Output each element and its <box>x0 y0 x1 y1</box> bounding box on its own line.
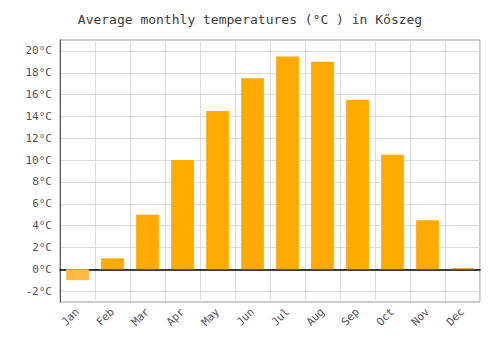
svg-text:4°C: 4°C <box>32 219 52 232</box>
svg-text:6°C: 6°C <box>32 197 52 210</box>
svg-text:18°C: 18°C <box>26 66 53 79</box>
svg-text:Mar: Mar <box>129 305 152 328</box>
svg-text:Dec: Dec <box>444 305 467 328</box>
svg-text:Oct: Oct <box>374 305 397 328</box>
svg-text:16°C: 16°C <box>26 88 53 101</box>
svg-text:Jul: Jul <box>269 305 292 328</box>
svg-text:Feb: Feb <box>94 305 117 328</box>
svg-text:12°C: 12°C <box>26 132 53 145</box>
svg-text:May: May <box>199 305 222 328</box>
svg-text:14°C: 14°C <box>26 110 53 123</box>
svg-text:Sep: Sep <box>339 305 362 328</box>
svg-text:Jun: Jun <box>234 305 257 328</box>
svg-text:8°C: 8°C <box>32 175 52 188</box>
svg-text:Average monthly temperatures (: Average monthly temperatures (°C ) in Kő… <box>78 12 422 27</box>
svg-text:10°C: 10°C <box>26 154 53 167</box>
svg-text:Nov: Nov <box>409 305 432 328</box>
svg-text:2°C: 2°C <box>32 241 52 254</box>
svg-text:Apr: Apr <box>164 305 187 328</box>
svg-text:0°C: 0°C <box>32 263 52 276</box>
svg-text:20°C: 20°C <box>26 44 53 57</box>
svg-text:Aug: Aug <box>304 305 327 328</box>
svg-text:-2°C: -2°C <box>26 285 53 298</box>
svg-text:Jan: Jan <box>59 305 82 328</box>
